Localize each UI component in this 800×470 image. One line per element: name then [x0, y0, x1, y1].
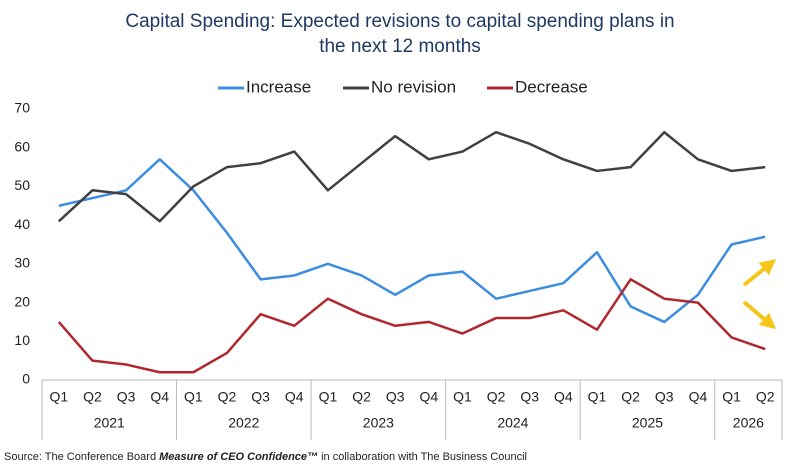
- annotation-arrow: [742, 258, 777, 287]
- series-line: [58, 158, 766, 324]
- x-tick-label: Q2: [218, 389, 237, 405]
- series-line: [57, 130, 766, 223]
- x-tick-label: Q1: [722, 389, 741, 405]
- y-tick-label: 0: [22, 371, 30, 387]
- legend-label: No revision: [371, 77, 456, 96]
- x-tick-label: Q1: [588, 389, 607, 405]
- annotation-arrow: [742, 300, 777, 330]
- x-tick-label: Q3: [117, 389, 136, 405]
- x-group-label: 2026: [733, 415, 764, 431]
- x-tick-label: Q4: [419, 389, 438, 405]
- y-tick-label: 40: [14, 216, 30, 232]
- x-tick-label: Q3: [251, 389, 270, 405]
- x-tick-label: Q4: [150, 389, 169, 405]
- source-text: Measure of CEO Confidence™: [159, 451, 318, 463]
- x-tick-label: Q2: [621, 389, 640, 405]
- y-tick-label: 20: [14, 293, 30, 309]
- x-tick-label: Q3: [655, 389, 674, 405]
- y-tick-label: 60: [14, 138, 30, 154]
- y-tick-label: 10: [14, 332, 30, 348]
- x-tick-label: Q3: [520, 389, 539, 405]
- y-tick-label: 30: [14, 255, 30, 271]
- x-tick-label: Q3: [386, 389, 405, 405]
- source: Source: The Conference Board Measure of …: [4, 451, 527, 463]
- y-tick-label: 50: [14, 177, 30, 193]
- x-tick-label: Q1: [453, 389, 472, 405]
- y-tick-label: 70: [14, 100, 30, 116]
- x-group-label: 2022: [228, 415, 259, 431]
- x-tick-label: Q4: [285, 389, 304, 405]
- x-group-label: 2025: [632, 415, 663, 431]
- x-tick-label: Q2: [83, 389, 102, 405]
- x-tick-label: Q2: [352, 389, 371, 405]
- x-tick-label: Q2: [487, 389, 506, 405]
- legend-label: Increase: [246, 77, 311, 96]
- legend-label: Decrease: [515, 77, 588, 96]
- chart-title: Capital Spending: Expected revisions to …: [125, 11, 674, 32]
- source-text: in collaboration with The Business Counc…: [318, 451, 527, 463]
- x-tick-label: Q1: [184, 389, 203, 405]
- x-tick-label: Q2: [756, 389, 775, 405]
- x-group-label: 2021: [94, 415, 125, 431]
- x-tick-label: Q1: [49, 389, 68, 405]
- x-tick-label: Q4: [554, 389, 573, 405]
- chart-title: the next 12 months: [319, 36, 481, 57]
- x-tick-label: Q1: [319, 389, 338, 405]
- x-tick-label: Q4: [689, 389, 708, 405]
- source-text: Source: The Conference Board: [4, 451, 159, 463]
- series-line: [57, 278, 766, 374]
- x-group-label: 2024: [497, 415, 528, 431]
- x-group-label: 2023: [363, 415, 394, 431]
